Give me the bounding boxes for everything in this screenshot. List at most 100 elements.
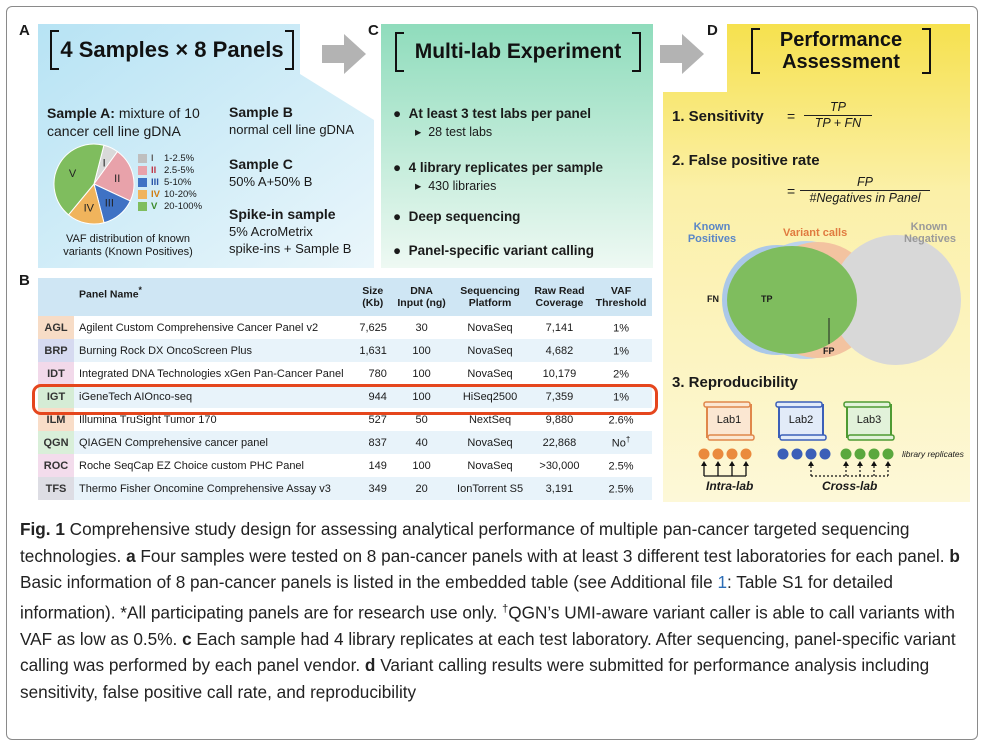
bullet-sub: ▸ 430 libraries <box>415 179 497 193</box>
sample-a-desc-2: cancer cell line gDNA <box>47 123 181 139</box>
sensitivity-formula: TP TP + FN <box>804 100 872 130</box>
size-cell: 349 <box>354 477 392 500</box>
venn-known-positives-label: Known Positives <box>687 221 737 245</box>
panel-code-cell: TFS <box>38 477 74 500</box>
size-cell: 7,625 <box>354 316 392 339</box>
panel-d-header-line-1: Performance <box>779 29 903 51</box>
sample-b-title: Sample B <box>229 104 293 120</box>
replicate-dot <box>854 448 866 460</box>
header-platform: Sequencing Platform <box>451 278 528 316</box>
legend-swatch <box>138 177 147 187</box>
panel-a-header-text: 4 Samples × 8 Panels <box>60 36 284 62</box>
size-cell-text: 149 <box>368 459 387 472</box>
intra-lab-arrowheads <box>701 461 749 466</box>
size-cell: 944 <box>354 385 392 408</box>
legend-item: V 20-100% <box>138 200 202 212</box>
lab2-label: Lab2 <box>788 414 814 426</box>
panel-code-cell: BRP <box>38 339 74 362</box>
panel-name-cell-text: Burning Rock DX OncoScreen Plus <box>79 344 253 357</box>
item-false-positive-rate: 2. False positive rate <box>672 152 820 169</box>
vaf-threshold-cell-text: 2.5% <box>608 483 634 496</box>
legend-item: II 2.5-5% <box>138 164 202 176</box>
header-dna-2: Input (ng) <box>397 297 446 309</box>
replicate-dot <box>777 448 789 460</box>
coverage-cell-text: 7,359 <box>545 390 574 403</box>
header-vaf: VAF Threshold <box>590 278 652 316</box>
legend-range: 10-20% <box>164 188 197 200</box>
header-raw-2: Coverage <box>535 297 584 309</box>
sample-a-desc-1: mixture of 10 <box>114 105 200 121</box>
replicate-dot <box>868 448 880 460</box>
panel-name-cell-text: Agilent Custom Comprehensive Cancer Pane… <box>79 321 319 334</box>
legend-range: 5-10% <box>164 176 192 188</box>
igt-highlight-box <box>32 384 658 415</box>
dna-input-cell: 30 <box>392 316 451 339</box>
pie-slice-label: II <box>114 173 120 185</box>
vaf-caption: VAF distribution of known variants (Know… <box>48 233 208 259</box>
platform-cell-text: IonTorrent S5 <box>457 482 524 495</box>
size-cell-text: 944 <box>368 390 387 403</box>
coverage-cell: 3,191 <box>529 477 590 500</box>
coverage-cell: 22,868 <box>529 431 590 454</box>
vaf-threshold-cell: 2% <box>590 362 652 385</box>
fpr-formula: FP #Negatives in Panel <box>800 175 930 205</box>
panel-c-bullets: ● At least 3 test labs per panel ▸ 28 te… <box>393 106 655 261</box>
panel-d-header-line-2: Assessment <box>782 51 900 73</box>
caption-c-label: c <box>182 628 192 649</box>
header-seq-1: Sequencing <box>460 285 520 297</box>
platform-cell: IonTorrent S5 <box>451 477 528 500</box>
table-row: IGT iGeneTech AIOnco-seq 944 100 HiSeq2500 7,… <box>38 385 652 408</box>
coverage-cell: 7,141 <box>529 316 590 339</box>
size-cell-text: 837 <box>368 436 387 449</box>
legend-item: I 1-2.5% <box>138 152 202 164</box>
platform-cell: NovaSeq <box>451 454 528 477</box>
replicate-dot <box>698 448 710 460</box>
bullet-sub-text: 28 test labs <box>428 125 493 139</box>
header-dna: DNA Input (ng) <box>392 278 451 316</box>
legend-num: V <box>151 200 158 212</box>
lab1-label: Lab1 <box>716 414 742 426</box>
size-cell-text: 780 <box>368 367 387 380</box>
header-raw-1: Raw Read <box>534 285 585 297</box>
size-cell-text: 527 <box>368 413 387 426</box>
intra-lab-label: Intra-lab <box>706 479 754 493</box>
panel-name-cell: Roche SeqCap EZ Choice custom PHC Panel <box>74 454 354 477</box>
vaf-threshold-cell-text: 1% <box>613 345 629 358</box>
platform-cell: HiSeq2500 <box>451 385 528 408</box>
replicates-diagram <box>698 448 894 477</box>
panel-name-cell: QIAGEN Comprehensive cancer panel <box>74 431 354 454</box>
legend-swatch <box>138 189 147 199</box>
pie-slice-label: III <box>105 197 114 209</box>
lab2-scroll-icon <box>775 401 827 441</box>
vaf-threshold-cell-text: 2.6% <box>608 414 634 427</box>
panel-c-header: Multi-lab Experiment <box>395 32 641 72</box>
lab3-scroll-icon <box>843 401 895 441</box>
eq2-equals: = <box>787 183 796 199</box>
caption-c-text: Each sample had 4 library replicates at … <box>20 628 956 676</box>
legend-swatch <box>138 153 147 163</box>
additional-file-link[interactable]: 1 <box>717 572 728 592</box>
legend-range: 20-100% <box>164 200 203 212</box>
vaf-threshold-cell-text: 2.5% <box>608 460 634 473</box>
dna-input-cell-text: 100 <box>412 367 431 380</box>
coverage-cell-text: 9,880 <box>545 413 574 426</box>
eq2-denominator: #Negatives in Panel <box>800 190 930 205</box>
coverage-cell: 4,682 <box>529 339 590 362</box>
panel-c-background <box>381 24 653 268</box>
vaf-threshold-cell-text: 2% <box>613 368 629 381</box>
bullet-item: ● Panel-specific variant calling <box>393 243 594 258</box>
panel-name-cell-text: Integrated DNA Technologies xGen Pan-Can… <box>79 367 344 380</box>
eq1-denominator: TP + FN <box>804 115 872 130</box>
legend-item: IV 10-20% <box>138 188 202 200</box>
header-seq-2: Platform <box>468 297 512 309</box>
table-header-row: Panel Name* Size (Kb) DNA Input (ng) Seque… <box>38 278 652 316</box>
vaf-legend: I 1-2.5% II 2.5-5% III 5-10% IV 10-20% V 20-1… <box>138 152 202 212</box>
coverage-cell-text: 10,179 <box>542 367 577 380</box>
sample-c-desc: 50% A+50% B <box>229 174 313 189</box>
venn-known-negatives-1: Known <box>910 221 948 233</box>
table-row: BRP Burning Rock DX OncoScreen Plus 1,631 1… <box>38 339 652 362</box>
legend-swatch <box>138 165 147 175</box>
sample-b-block: Sample B normal cell line gDNA <box>229 104 354 138</box>
venn-tp-label: TP <box>761 294 773 304</box>
